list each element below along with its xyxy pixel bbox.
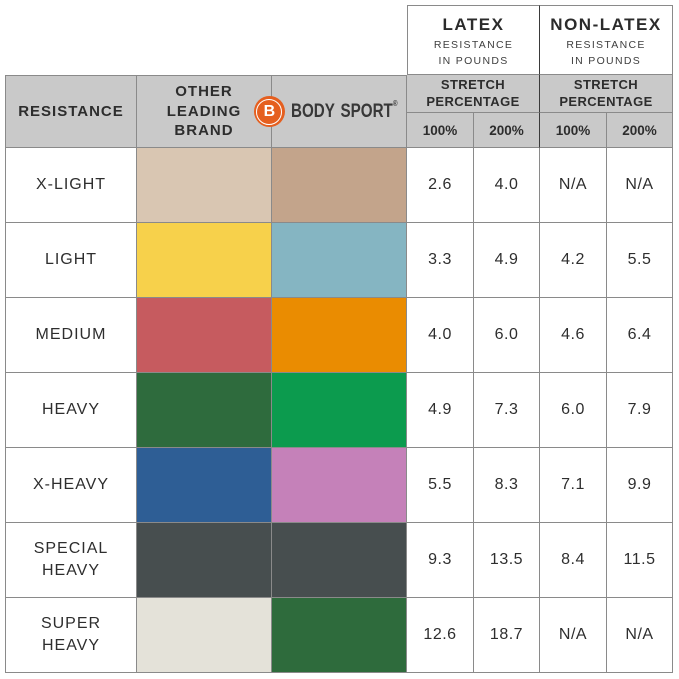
bodysport-logo-cell: B BODY SPORT® [253,75,407,148]
non-latex-100-value: N/A [540,148,607,223]
non-latex-100-value: 4.2 [540,223,607,298]
row-label: MEDIUM [5,298,137,373]
latex-100-value: 4.0 [407,298,474,373]
bodysport-color-swatch [272,223,407,298]
bodysport-color-swatch [272,448,407,523]
bodysport-color-swatch [272,523,407,598]
other-brand-color-swatch [137,373,272,448]
non-latex-100-value: 8.4 [540,523,607,598]
latex-200-column-header: 200% [474,113,540,148]
logo-ring [256,98,283,125]
non-latex-200-value: N/A [607,598,673,673]
non-latex-200-value: 5.5 [607,223,673,298]
other-brand-color-swatch [137,598,272,673]
brand-name: BODY SPORT [290,100,393,122]
bodysport-color-swatch [272,298,407,373]
logo-letter-b: B [263,102,276,120]
latex-100-value: 2.6 [407,148,474,223]
latex-group-subtitle: RESISTANCE IN POUNDS [433,39,514,67]
latex-200-value: 8.3 [474,448,540,523]
top-left-spacer [5,5,407,75]
non-latex-200-value: N/A [607,148,673,223]
bodysport-color-swatch [272,148,407,223]
non-latex-group-title: NON-LATEX [550,15,662,35]
latex-200-value: 4.0 [474,148,540,223]
non-latex-group-header: NON-LATEX RESISTANCE IN POUNDS [540,5,673,75]
non-latex-100-value: 4.6 [540,298,607,373]
latex-group-title: LATEX [442,15,505,35]
row-label: X-HEAVY [5,448,137,523]
non-latex-100-column-header: 100% [540,113,607,148]
latex-200-value: 4.9 [474,223,540,298]
bodysport-color-swatch [272,598,407,673]
latex-100-value: 9.3 [407,523,474,598]
other-leading-brand-column-header: OTHER LEADING BRAND [137,75,272,148]
non-latex-200-column-header: 200% [607,113,673,148]
row-label: HEAVY [5,373,137,448]
latex-200-value: 13.5 [474,523,540,598]
resistance-column-header: RESISTANCE [5,75,137,148]
row-label: LIGHT [5,223,137,298]
registered-trademark-symbol: ® [392,98,398,108]
latex-100-value: 4.9 [407,373,474,448]
non-latex-100-value: 6.0 [540,373,607,448]
row-label: SPECIAL HEAVY [5,523,137,598]
other-brand-color-swatch [137,223,272,298]
non-latex-100-value: 7.1 [540,448,607,523]
other-brand-color-swatch [137,523,272,598]
bodysport-color-swatch [272,373,407,448]
row-label: X-LIGHT [5,148,137,223]
other-brand-color-swatch [137,298,272,373]
latex-100-value: 12.6 [407,598,474,673]
stretch-percentage-header-latex: STRETCH PERCENTAGE [407,75,540,113]
latex-200-value: 6.0 [474,298,540,373]
latex-200-value: 7.3 [474,373,540,448]
latex-100-value: 5.5 [407,448,474,523]
latex-group-header: LATEX RESISTANCE IN POUNDS [407,5,540,75]
comparison-table: LATEX RESISTANCE IN POUNDS NON-LATEX RES… [5,5,673,673]
non-latex-100-value: N/A [540,598,607,673]
non-latex-200-value: 6.4 [607,298,673,373]
other-brand-color-swatch [137,448,272,523]
non-latex-200-value: 9.9 [607,448,673,523]
non-latex-group-subtitle: RESISTANCE IN POUNDS [566,39,646,67]
bodysport-wordmark: BODY SPORT® [290,98,398,123]
non-latex-200-value: 7.9 [607,373,673,448]
latex-100-value: 3.3 [407,223,474,298]
latex-100-column-header: 100% [407,113,474,148]
other-brand-color-swatch [137,148,272,223]
non-latex-200-value: 11.5 [607,523,673,598]
stretch-percentage-header-non-latex: STRETCH PERCENTAGE [540,75,673,113]
bodysport-logo-icon: B [253,96,285,127]
row-label: SUPER HEAVY [5,598,137,673]
latex-200-value: 18.7 [474,598,540,673]
